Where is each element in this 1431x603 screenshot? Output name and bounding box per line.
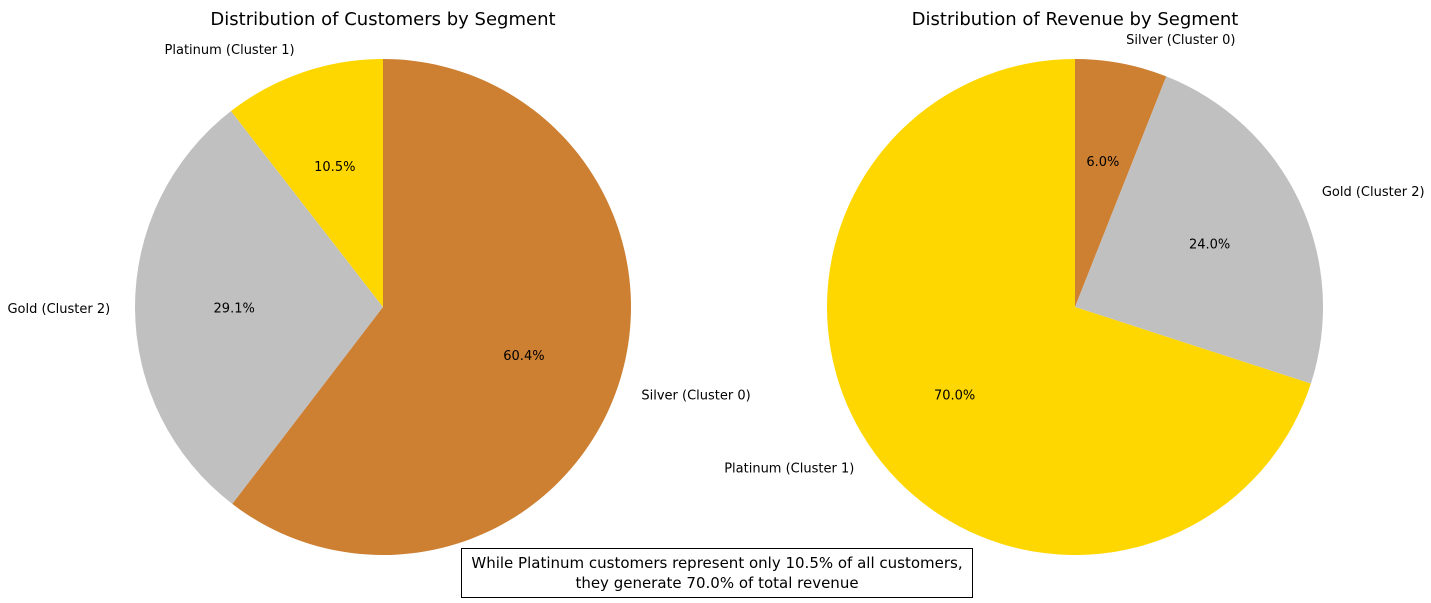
revenue-pct-label-gold-cluster-2: 24.0% xyxy=(1189,238,1230,253)
customers-slice-silver-cluster-0 xyxy=(232,59,632,555)
revenue-category-label-platinum-cluster-1: Platinum (Cluster 1) xyxy=(724,461,854,476)
customers-slice-platinum-cluster-1 xyxy=(230,59,383,307)
annotation-line-1: While Platinum customers represent only … xyxy=(471,554,963,572)
revenue-slice-gold-cluster-2 xyxy=(1075,76,1323,384)
revenue-slice-silver-cluster-0 xyxy=(1075,59,1167,307)
insight-annotation-box: While Platinum customers represent only … xyxy=(461,548,973,598)
customers-slice-gold-cluster-2 xyxy=(135,111,383,504)
customers-pie-title: Distribution of Customers by Segment xyxy=(210,9,555,30)
revenue-pct-label-platinum-cluster-1: 70.0% xyxy=(934,388,975,403)
customers-category-label-gold-cluster-2: Gold (Cluster 2) xyxy=(7,302,110,317)
revenue-pie-title: Distribution of Revenue by Segment xyxy=(912,9,1239,30)
revenue-category-label-gold-cluster-2: Gold (Cluster 2) xyxy=(1322,185,1425,200)
customers-pct-label-platinum-cluster-1: 10.5% xyxy=(314,160,355,175)
customers-pct-label-silver-cluster-0: 60.4% xyxy=(503,349,544,364)
customers-category-label-platinum-cluster-1: Platinum (Cluster 1) xyxy=(165,43,295,58)
customers-pct-label-gold-cluster-2: 29.1% xyxy=(214,301,255,316)
customers-category-label-silver-cluster-0: Silver (Cluster 0) xyxy=(641,389,750,404)
revenue-pct-label-silver-cluster-0: 6.0% xyxy=(1086,155,1119,170)
revenue-category-label-silver-cluster-0: Silver (Cluster 0) xyxy=(1126,33,1235,48)
revenue-slice-platinum-cluster-1 xyxy=(827,59,1311,555)
annotation-line-2: they generate 70.0% of total revenue xyxy=(575,574,859,592)
customers-pie: 60.4% Silver (Cluster 0) 29.1% Gold (Cluste… xyxy=(7,43,751,555)
revenue-pie: 6.0% Silver (Cluster 0) 24.0% Gold (Cluster… xyxy=(724,33,1425,555)
